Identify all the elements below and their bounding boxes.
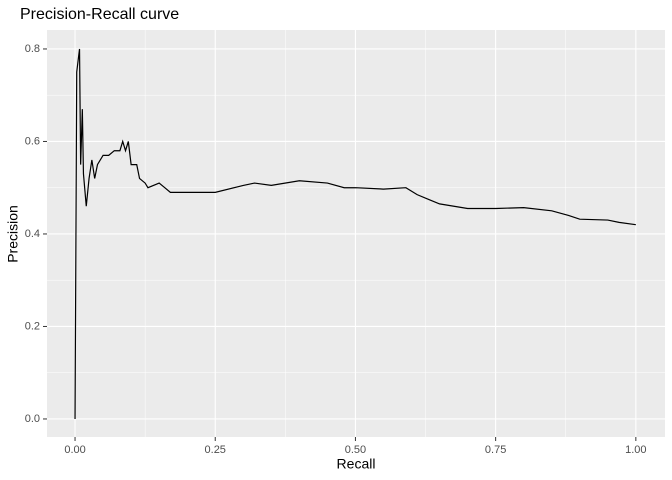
x-tick-label: 0.50 bbox=[345, 444, 366, 456]
x-tick-label: 0.75 bbox=[485, 444, 506, 456]
x-tick-label: 0.25 bbox=[205, 444, 226, 456]
y-tick-label: 0.6 bbox=[25, 135, 40, 147]
x-tick-label: 0.00 bbox=[64, 444, 85, 456]
y-axis-title: Precision bbox=[5, 205, 21, 263]
y-tick-label: 0.2 bbox=[25, 320, 40, 332]
x-tick-label: 1.00 bbox=[625, 444, 646, 456]
y-tick-label: 0.4 bbox=[25, 228, 40, 240]
chart-title: Precision-Recall curve bbox=[20, 6, 179, 23]
x-axis-title: Recall bbox=[337, 456, 376, 472]
y-tick-label: 0.8 bbox=[25, 43, 40, 55]
line bbox=[74, 48, 636, 419]
y-tick-label: 0.0 bbox=[25, 413, 40, 425]
